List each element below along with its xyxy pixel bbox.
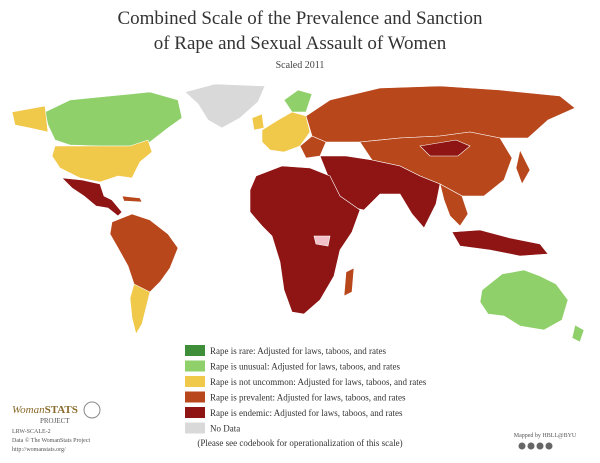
legend-label: Rape is prevalent: Adjusted for laws, ta… [210, 393, 406, 403]
legend-swatch [185, 345, 205, 356]
logo: WomanSTATS PROJECT LRW-SCALE-2 Data © Th… [12, 401, 101, 453]
region [439, 183, 469, 227]
region [479, 269, 569, 331]
logo-project: PROJECT [40, 417, 70, 425]
region [283, 89, 313, 113]
logo-line: LRW-SCALE-2 [12, 429, 51, 435]
logo-line: http://womanstats.org/ [12, 447, 66, 453]
region [249, 165, 361, 315]
license-icons [518, 442, 553, 450]
footnote: (Please see codebook for operationalizat… [197, 438, 402, 448]
title-line: Combined Scale of the Prevalence and San… [117, 8, 483, 29]
world-map [11, 83, 585, 343]
region [343, 267, 355, 297]
region [419, 139, 471, 157]
region [61, 177, 123, 217]
region [313, 235, 331, 247]
legend-label: Rape is endemic: Adjusted for laws, tabo… [210, 408, 403, 418]
legend-swatch [185, 391, 205, 403]
legend-swatch [185, 376, 205, 387]
legend-label: No Data [210, 424, 240, 434]
region [51, 139, 153, 183]
title-line: of Rape and Sexual Assault of Women [154, 33, 447, 54]
legend: Rape is rare: Adjusted for laws, taboos,… [185, 345, 427, 434]
region [11, 105, 49, 133]
legend-label: Rape is unusual: Adjusted for laws, tabo… [210, 362, 400, 372]
subtitle: Scaled 2011 [276, 60, 325, 71]
region [571, 324, 585, 343]
logo-name-b: STATS [45, 404, 78, 416]
region [451, 229, 549, 257]
region [305, 85, 576, 143]
credit: Mapped by HBLL@BYU [514, 433, 577, 439]
region [44, 91, 183, 147]
region [515, 149, 531, 185]
logo-line: Data © The WomanStats Project [12, 437, 91, 444]
logo-name-a: Woman [12, 404, 45, 416]
region [251, 113, 265, 131]
legend-label: Rape is not uncommon: Adjusted for laws,… [210, 377, 427, 387]
region [184, 83, 266, 129]
legend-swatch [185, 360, 205, 372]
legend-label: Rape is rare: Adjusted for laws, taboos,… [210, 346, 386, 356]
logo-icon [83, 401, 101, 419]
region [261, 111, 311, 153]
region [121, 195, 143, 203]
region [129, 283, 151, 335]
legend-swatch [185, 422, 205, 434]
region [109, 213, 179, 297]
legend-swatch [185, 407, 205, 418]
logo-name: WomanSTATS [12, 404, 78, 416]
region [299, 135, 327, 159]
